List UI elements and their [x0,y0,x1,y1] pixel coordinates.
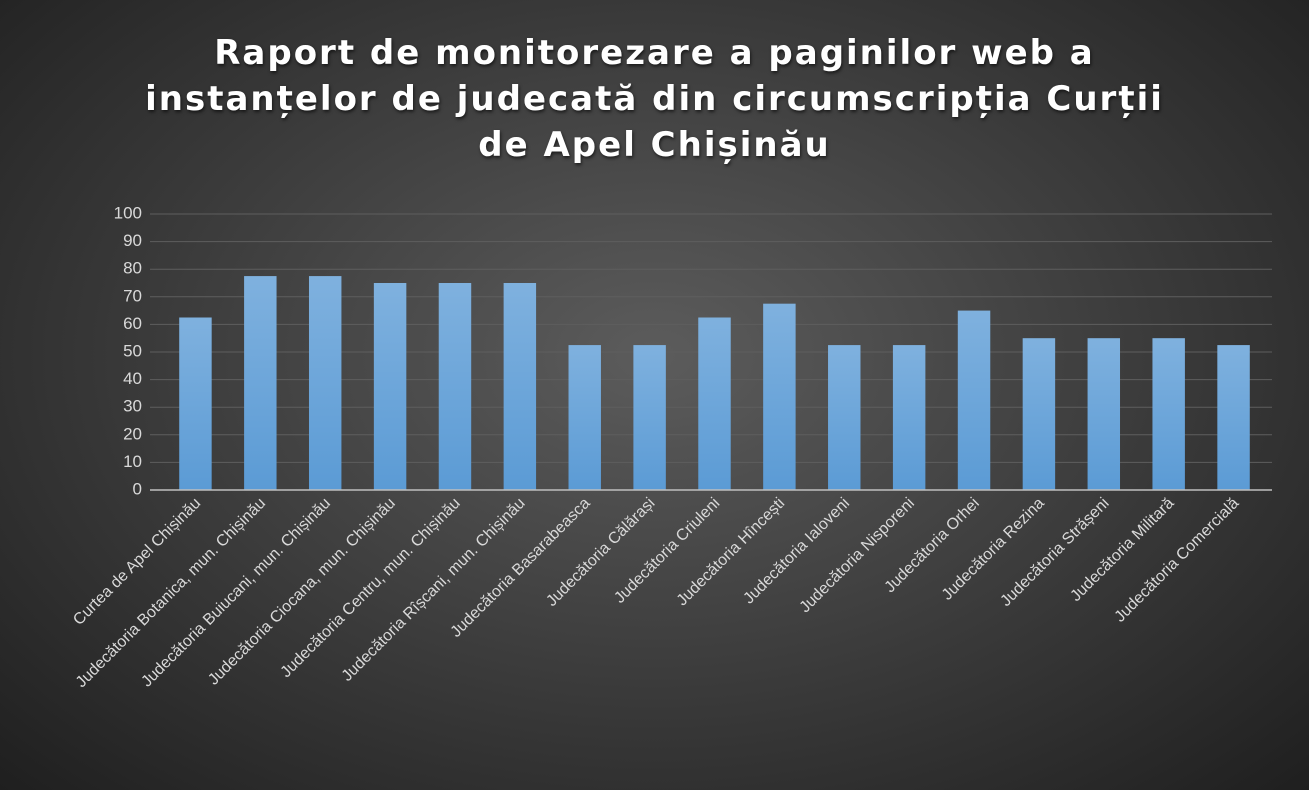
y-tick-label: 40 [123,369,142,388]
y-tick-label: 80 [123,259,142,278]
bar-shine [698,317,731,490]
bar-shine [438,283,472,490]
bar-shine [308,276,342,490]
bar-shine [957,310,991,490]
x-tick-label: Judecătoria Strășeni [997,495,1112,610]
y-tick-label: 90 [123,231,142,250]
y-tick-label: 0 [133,479,142,498]
y-tick-label: 50 [123,341,142,360]
x-tick-label: Judecătoria Basarabeasca [448,495,594,641]
bar-shine [763,303,796,490]
y-tick-label: 30 [123,397,142,416]
y-tick-label: 10 [123,452,142,471]
x-tick-label: Judecătoria Criuleni [611,495,723,607]
bar-shine [828,345,861,490]
bar-shine [1152,338,1185,490]
y-tick-label: 20 [123,424,142,443]
x-tick-label: Judecătoria Călărași [543,495,658,610]
bar-shine [179,317,212,490]
bar-shine [633,345,666,490]
x-tick-label: Curtea de Apel Chișinău [70,495,204,629]
x-tick-label: Judecătoria Ialoveni [740,495,853,608]
bar-shine [1217,345,1250,490]
bar-shine [568,345,601,490]
bar-shine [503,283,537,490]
bar-shine [1087,338,1121,490]
x-tick-label: Judecătoria Nisporeni [797,495,918,616]
bar-shine [892,345,926,490]
bar-shine [244,276,277,490]
bar-shine [373,283,407,490]
y-tick-label: 70 [123,286,142,305]
x-tick-label: Judecătoria Comercială [1112,495,1243,626]
y-tick-label: 100 [114,203,142,222]
bar-shine [1022,338,1056,490]
x-tick-label: Judecătoria Hîncești [674,495,789,610]
y-tick-label: 60 [123,314,142,333]
chart-title: Raport de monitorezare a paginilor web a… [145,33,1164,165]
